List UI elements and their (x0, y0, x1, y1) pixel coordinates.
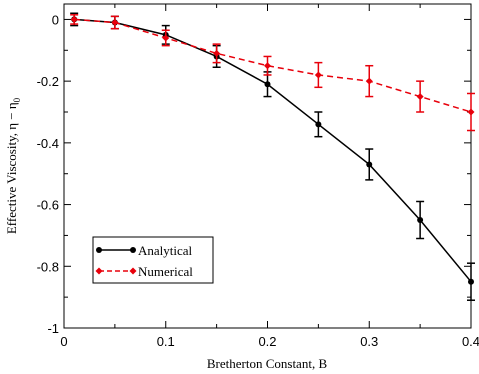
legend-marker-numerical (95, 267, 103, 275)
series-numerical (70, 14, 475, 132)
data-point (467, 108, 475, 116)
data-point (111, 19, 119, 27)
data-point (264, 81, 271, 88)
y-tick-label: -0.8 (37, 259, 59, 274)
y-axis-title-subscript: 0 (12, 97, 22, 102)
legend-label-numerical: Numerical (138, 264, 193, 279)
y-tick-label: 0 (52, 12, 59, 27)
x-tick-label: 0.1 (157, 334, 175, 349)
data-point (365, 77, 373, 85)
legend-marker-numerical-end (129, 267, 137, 275)
data-point (264, 62, 271, 70)
data-point (315, 121, 322, 128)
legend-label-analytical: Analytical (138, 243, 193, 258)
series-line (74, 18, 472, 113)
data-point (162, 34, 170, 42)
legend-marker-analytical (96, 247, 102, 253)
data-point (314, 71, 322, 79)
y-tick-label: -0.2 (37, 74, 59, 89)
x-tick-label: 0.2 (258, 334, 276, 349)
y-axis-title-main: Effective Viscosity, η − η (4, 102, 19, 234)
legend: Analytical Numerical (92, 236, 214, 284)
x-axis-title: Bretherton Constant, B (207, 356, 328, 371)
data-point (468, 278, 474, 285)
data-point (416, 93, 424, 101)
y-tick-label: -0.6 (37, 198, 59, 213)
data-point (366, 161, 373, 168)
ticks (63, 4, 472, 329)
y-tick-label: -0.4 (37, 136, 59, 151)
data-point (213, 49, 221, 57)
y-axis-title: Effective Viscosity, η − η0 (4, 97, 22, 234)
tick-labels: 0 0.1 0.2 0.3 0.4 0 -0.2 -0.4 -0.6 -0.8 -1 (37, 12, 479, 349)
series-layer (70, 12, 475, 301)
y-tick-label: -1 (47, 321, 59, 336)
data-point (70, 15, 78, 23)
x-tick-label: 0.4 (462, 334, 479, 349)
legend-marker-analytical-end (130, 247, 136, 253)
legend-box (92, 236, 214, 284)
x-tick-label: 0 (60, 334, 67, 349)
data-point (417, 217, 424, 223)
x-tick-label: 0.3 (360, 334, 378, 349)
